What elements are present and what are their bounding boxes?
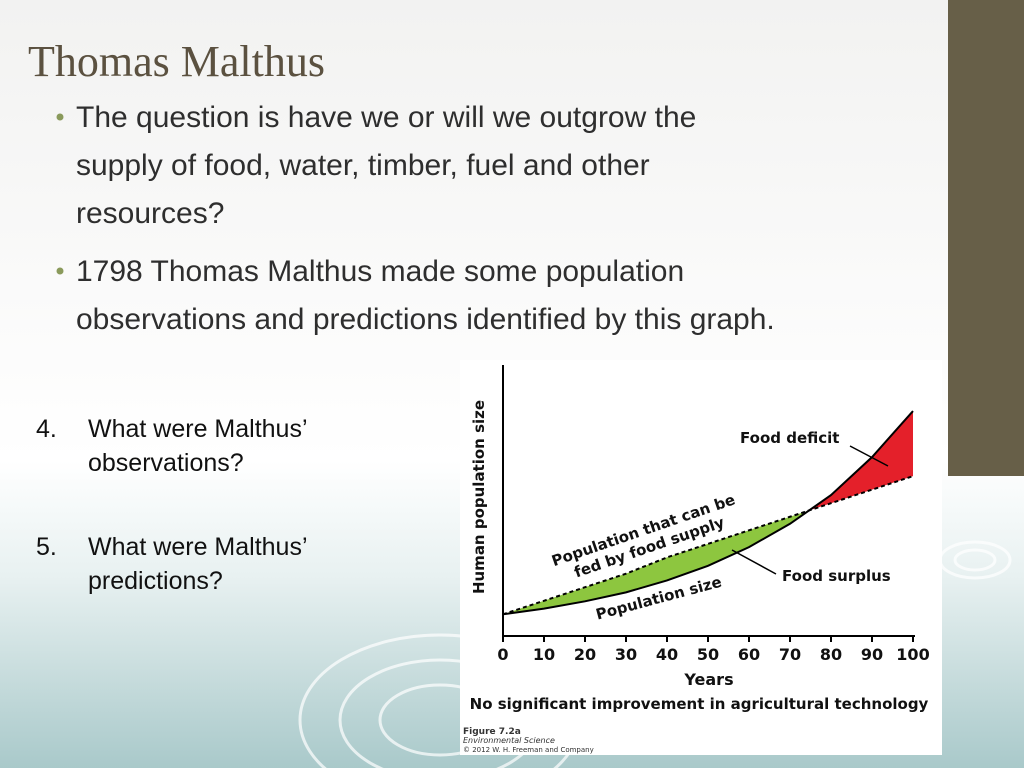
bullet-text: resources? <box>76 197 224 230</box>
bullet-list: The question is have we or will we outgr… <box>56 101 775 336</box>
question-text: What were Malthus’ <box>88 415 308 443</box>
side-bar <box>948 0 1024 476</box>
question-text: predictions? <box>88 567 223 595</box>
bullet-text: supply of food, water, timber, fuel and … <box>76 149 650 182</box>
annotation: Food surplus <box>782 567 891 585</box>
series-line <box>502 475 914 616</box>
question-number: 5. <box>36 533 57 561</box>
bullet-text: observations and predictions identified … <box>76 303 775 336</box>
bullet-dot <box>56 267 64 275</box>
x-tick-label: 60 <box>738 645 760 664</box>
chart: 0 10 20 30 40 50 60 70 80 90 100 Years Human populat… <box>463 365 930 754</box>
question-number: 4. <box>36 415 57 443</box>
x-axis-label: Years <box>683 670 733 689</box>
question-text: observations? <box>88 449 244 477</box>
x-tick-label: 70 <box>779 645 801 664</box>
annotation: Food deficit <box>740 429 839 447</box>
x-tick-label: 30 <box>615 645 637 664</box>
x-tick-label: 90 <box>861 645 883 664</box>
x-tick-label: 40 <box>656 645 678 664</box>
annotation-arrow <box>731 549 777 575</box>
bullet-text: 1798 Thomas Malthus made some population <box>76 255 684 288</box>
y-axis-label: Human population size <box>470 400 488 594</box>
annotation-arrow <box>849 445 889 467</box>
x-tick-label: 80 <box>820 645 842 664</box>
bullet-dot <box>56 113 64 121</box>
deficit-area <box>809 411 913 511</box>
x-tick-label: 10 <box>533 645 555 664</box>
figure-credit: Figure 7.2a <box>463 727 521 737</box>
bullet-text: The question is have we or will we outgr… <box>76 101 696 134</box>
caption: No significant improvement in agricultur… <box>470 695 929 713</box>
x-tick-label: 20 <box>574 645 596 664</box>
series-line <box>502 410 914 616</box>
figure-credit: Environmental Science <box>463 736 555 745</box>
x-tick-label: 0 <box>497 645 508 664</box>
x-tick-label: 50 <box>697 645 719 664</box>
x-tick-label: 100 <box>896 645 929 664</box>
question-list: 4. What were Malthus’ observations? 5. What … <box>36 415 308 595</box>
question-text: What were Malthus’ <box>88 533 308 561</box>
slide-title: Thomas Malthus <box>28 37 325 86</box>
figure-credit: © 2012 W. H. Freeman and Company <box>463 746 594 754</box>
